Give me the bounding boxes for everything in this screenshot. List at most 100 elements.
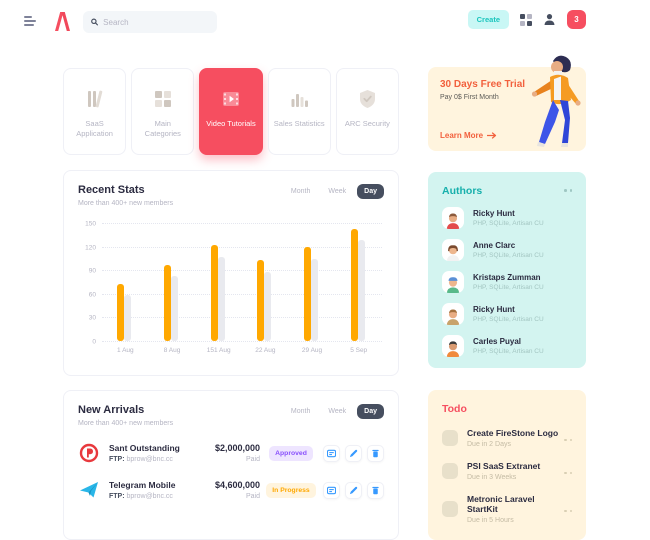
card-arc-security[interactable]: ARC Security bbox=[335, 68, 400, 155]
x-tick: 8 Aug bbox=[163, 347, 181, 354]
bar-current bbox=[117, 283, 125, 341]
bar-chart-icon bbox=[289, 86, 309, 112]
ftp-link[interactable]: bprow@bnc.cc bbox=[126, 456, 173, 463]
todo-item-due: Due in 5 Hours bbox=[467, 517, 514, 524]
authors-panel: Authors Ricky Hunt PHP, SQLite, Artisan C… bbox=[428, 172, 586, 368]
status-badge: Approved bbox=[269, 445, 313, 461]
card-main-categories[interactable]: Main Categories bbox=[131, 68, 195, 155]
stats-filter-week[interactable]: Week bbox=[321, 184, 353, 199]
delete-action-button[interactable] bbox=[367, 444, 384, 462]
x-tick: 151 Aug bbox=[206, 347, 231, 354]
trial-title: 30 Days Free Trial bbox=[440, 79, 526, 90]
todo-checkbox[interactable] bbox=[442, 463, 458, 479]
todo-more-dots[interactable] bbox=[564, 468, 572, 475]
create-button[interactable]: Create bbox=[467, 10, 509, 29]
x-tick: 1 Aug bbox=[117, 347, 134, 354]
arrival-amount-status: Paid bbox=[245, 456, 260, 463]
video-icon bbox=[221, 86, 241, 112]
avatar bbox=[442, 239, 464, 261]
bar-previous bbox=[124, 295, 132, 341]
author-row[interactable]: Carles Puyal PHP, SQLite, Artisan CU bbox=[442, 335, 572, 357]
author-row[interactable]: Ricky Hunt PHP, SQLite, Artisan CU bbox=[442, 303, 572, 325]
author-skills: PHP, SQLite, Artisan CU bbox=[473, 348, 544, 356]
card-label: Video Tutorials bbox=[206, 119, 256, 128]
delete-action-button[interactable] bbox=[367, 481, 384, 499]
y-tick: 90 bbox=[88, 267, 96, 275]
todo-panel: Todo Create FireStone Logo Due in 2 Days… bbox=[428, 390, 586, 540]
report-icon bbox=[327, 449, 336, 457]
todo-more-dots[interactable] bbox=[564, 435, 572, 442]
author-skills: PHP, SQLite, Artisan CU bbox=[473, 284, 544, 292]
todo-item: PSI SaaS Extranet Due in 3 Weeks bbox=[442, 461, 572, 481]
authors-more-dots[interactable] bbox=[564, 185, 572, 192]
todo-checkbox[interactable] bbox=[442, 430, 458, 446]
chart-bar-group bbox=[149, 223, 196, 341]
arrivals-filter-week[interactable]: Week bbox=[321, 404, 353, 419]
arrivals-filter-month[interactable]: Month bbox=[284, 404, 317, 419]
chart-bar-group bbox=[195, 223, 242, 341]
card-sales-statistics[interactable]: Sales Statistics bbox=[267, 68, 331, 155]
learn-more-link[interactable]: Learn More bbox=[440, 131, 497, 140]
edit-action-button[interactable] bbox=[345, 444, 362, 462]
x-tick: 5 Sep bbox=[350, 347, 368, 354]
author-name: Anne Clarc bbox=[473, 240, 516, 250]
bar-current bbox=[210, 245, 218, 341]
ftp-label: FTP: bbox=[109, 493, 125, 500]
search-bar bbox=[83, 11, 217, 33]
search-input[interactable] bbox=[103, 17, 209, 27]
author-row[interactable]: Anne Clarc PHP, SQLite, Artisan CU bbox=[442, 239, 572, 261]
author-row[interactable]: Kristaps Zumman PHP, SQLite, Artisan CU bbox=[442, 271, 572, 293]
bar-current bbox=[304, 247, 312, 341]
grid-icon bbox=[520, 13, 532, 26]
category-cards: SaaS Application Main Categories Video T… bbox=[63, 68, 400, 155]
recent-stats-title: Recent Stats bbox=[78, 184, 145, 196]
bar-previous bbox=[311, 259, 319, 341]
todo-more-dots[interactable] bbox=[564, 506, 572, 513]
stats-filter-month[interactable]: Month bbox=[284, 184, 317, 199]
chart-bar-group bbox=[102, 223, 149, 341]
card-action-button[interactable] bbox=[323, 444, 340, 462]
status-badge: In Progress bbox=[266, 482, 316, 498]
card-action-button[interactable] bbox=[323, 481, 340, 499]
card-video-tutorials[interactable]: Video Tutorials bbox=[199, 68, 263, 155]
card-saas-application[interactable]: SaaS Application bbox=[63, 68, 127, 155]
todo-title: Todo bbox=[442, 403, 467, 415]
bar-previous bbox=[357, 240, 365, 341]
arrow-right-icon bbox=[487, 132, 497, 139]
ftp-link[interactable]: bprow@bnc.cc bbox=[126, 493, 173, 500]
arrival-name: Sant Outstanding bbox=[109, 443, 180, 453]
edit-icon bbox=[349, 449, 358, 457]
free-trial-banner: 30 Days Free Trial Pay 0$ First Month Le… bbox=[428, 55, 586, 151]
report-icon bbox=[327, 486, 336, 494]
author-skills: PHP, SQLite, Artisan CU bbox=[473, 252, 544, 260]
arrivals-filter-day[interactable]: Day bbox=[357, 404, 384, 419]
todo-checkbox[interactable] bbox=[442, 501, 458, 517]
arrival-amount-status: Paid bbox=[245, 493, 260, 500]
grid-icon bbox=[153, 86, 173, 112]
bar-current bbox=[257, 259, 265, 341]
new-arrivals-panel: New Arrivals More than 400+ new members … bbox=[63, 390, 399, 540]
card-label: ARC Security bbox=[344, 119, 390, 128]
authors-title: Authors bbox=[442, 185, 483, 197]
edit-action-button[interactable] bbox=[345, 481, 362, 499]
hamburger-menu-icon[interactable] bbox=[24, 16, 36, 28]
library-icon bbox=[84, 86, 106, 112]
bar-previous bbox=[217, 256, 225, 341]
y-tick: 30 bbox=[88, 314, 96, 322]
bar-previous bbox=[264, 271, 272, 341]
author-row[interactable]: Ricky Hunt PHP, SQLite, Artisan CU bbox=[442, 207, 572, 229]
author-skills: PHP, SQLite, Artisan CU bbox=[473, 220, 544, 228]
chart-bar-group bbox=[289, 223, 336, 341]
arrival-row: Sant Outstanding FTP: bprow@bnc.cc $2,00… bbox=[78, 442, 384, 464]
apps-grid-button[interactable] bbox=[520, 13, 532, 26]
y-tick: 60 bbox=[88, 291, 96, 299]
stats-filter-day[interactable]: Day bbox=[357, 184, 384, 199]
user-icon bbox=[544, 14, 555, 25]
logo-icon bbox=[55, 12, 70, 31]
arrivals-filters: Month Week Day bbox=[284, 404, 384, 419]
app-logo[interactable] bbox=[54, 12, 71, 36]
notification-badge[interactable]: 3 bbox=[567, 10, 586, 29]
x-tick: 22 Aug bbox=[255, 347, 276, 354]
profile-button[interactable] bbox=[543, 13, 556, 26]
y-tick: 150 bbox=[85, 220, 96, 228]
